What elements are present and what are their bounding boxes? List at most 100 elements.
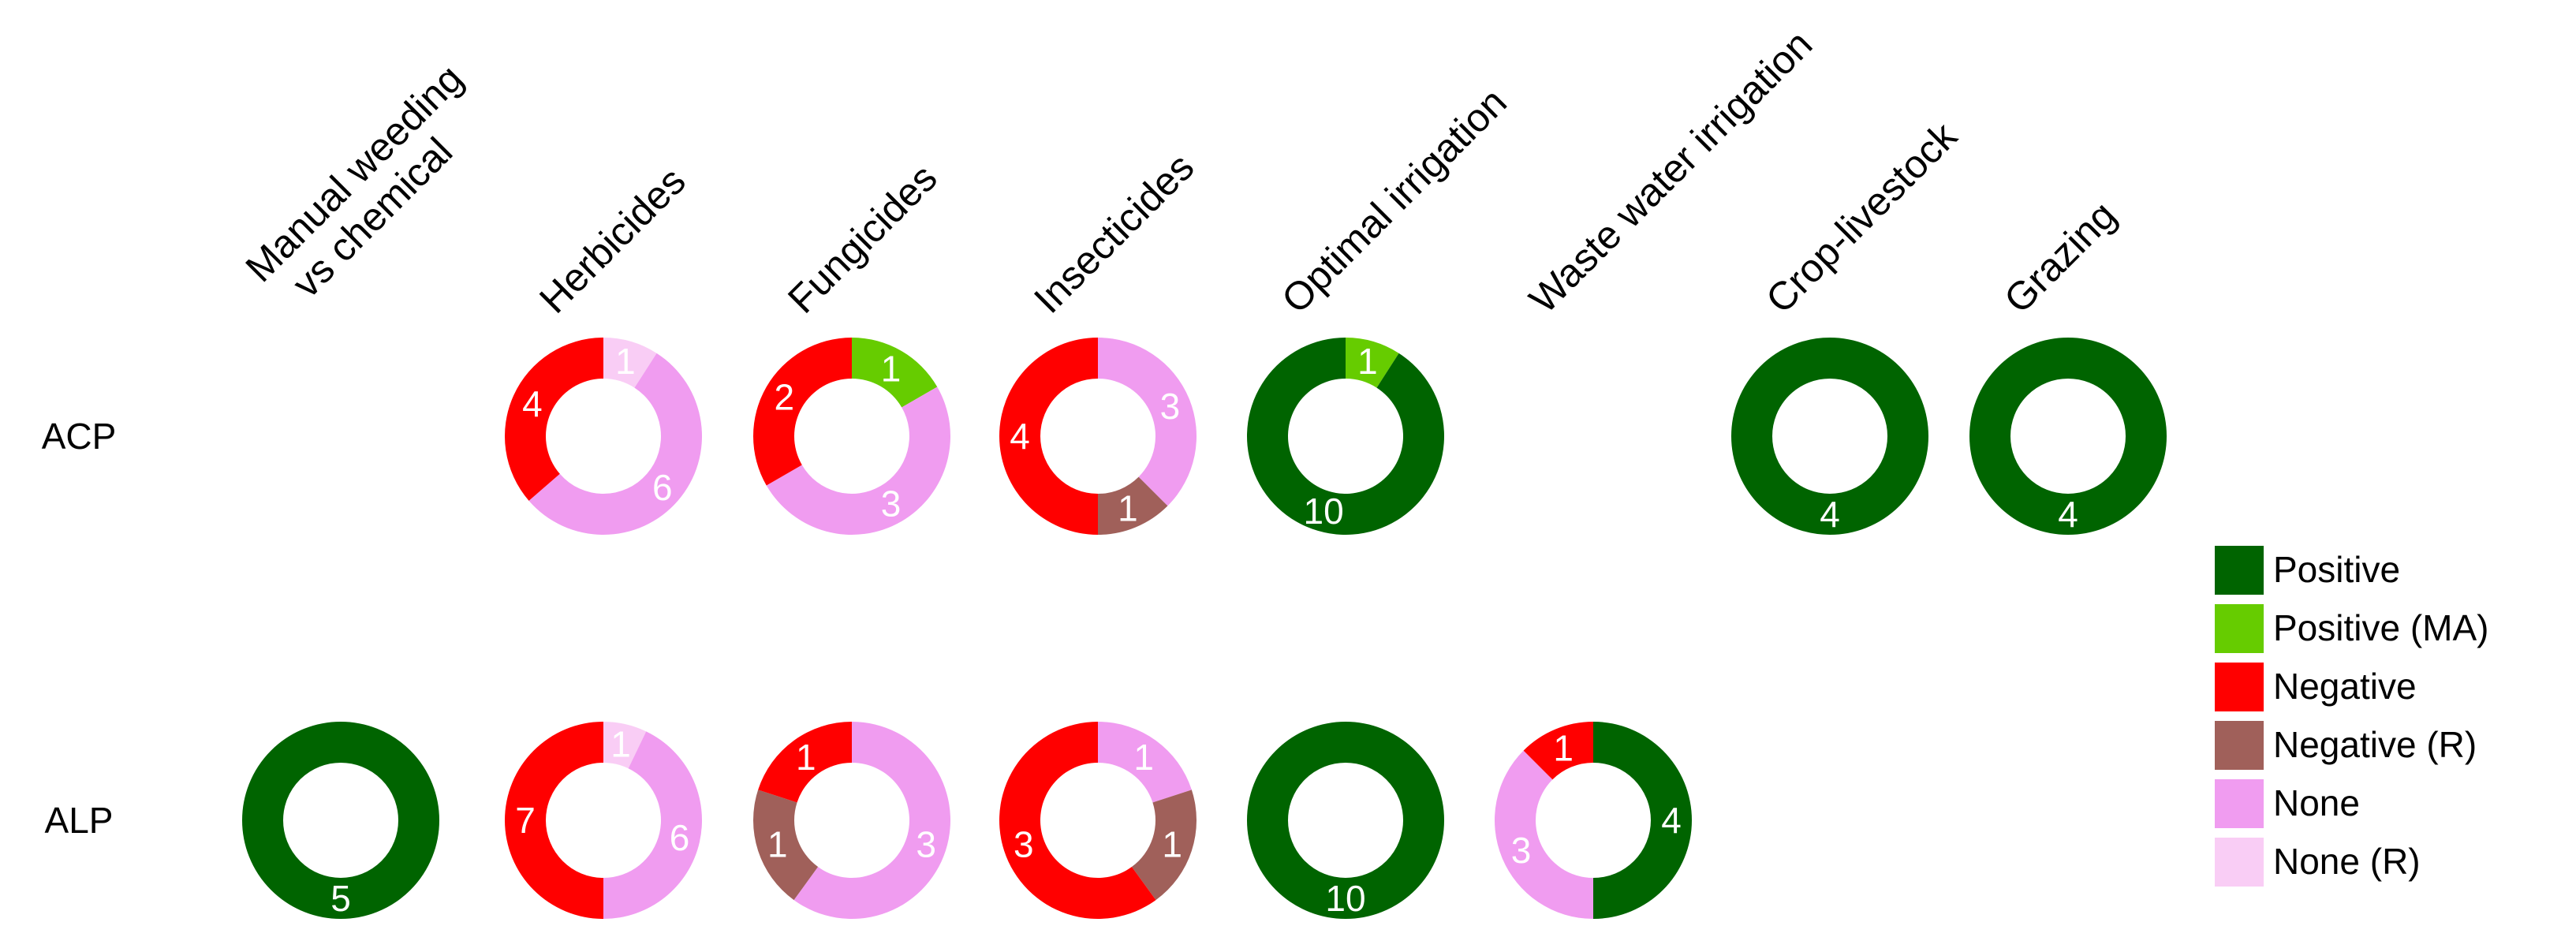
legend-swatch (2215, 838, 2264, 887)
donut-alp-waste-water-irrigation: 4 3 1 (1495, 722, 1692, 919)
column-label-line: Fungicides (779, 155, 946, 322)
donut-slice-none (603, 731, 703, 919)
donut-slice-negative (752, 338, 852, 486)
slice-count-label: 1 (1357, 341, 1378, 382)
donut-slice-none (766, 386, 950, 535)
slice-count-label: 10 (1325, 878, 1365, 919)
column-label-line: Crop-livestock (1757, 113, 1966, 321)
slice-count-label: 1 (796, 737, 816, 778)
slice-count-label: 4 (1010, 416, 1030, 457)
donut-slice-positive-ma (852, 338, 938, 408)
slice-count-label: 6 (670, 817, 690, 858)
legend: Positive Positive (MA) Negative Negative (R… (2215, 546, 2488, 887)
slice-count-label: 3 (1014, 824, 1034, 865)
slice-count-label: 3 (916, 824, 936, 865)
slice-count-label: 1 (881, 348, 902, 389)
donut-slice-none-r (603, 338, 657, 388)
donut-alp-fungicides: 3 1 1 (753, 722, 950, 919)
donut-acp-optimal-irrigation: 1 10 (1247, 338, 1444, 536)
slice-count-label: 1 (1553, 728, 1574, 769)
slice-count-label: 1 (767, 824, 788, 865)
column-label-grazing: Grazing (1995, 192, 2124, 321)
slice-count-label: 1 (1118, 487, 1138, 528)
slice-count-label: 3 (1160, 386, 1181, 427)
column-label-fungicides: Fungicides (779, 155, 946, 322)
donut-slice-positive (1593, 722, 1692, 919)
donut-slice-positive (1247, 722, 1444, 919)
donut-slice-none (1098, 722, 1192, 803)
donut-acp-crop-livestock: 4 (1731, 338, 1928, 535)
donut-slice-negative-r (1131, 790, 1197, 901)
donut-slice-none-r (603, 722, 647, 769)
donut-slice-positive-ma (1346, 338, 1399, 388)
donut-slice-negative (999, 338, 1098, 535)
donut-slice-negative-r (753, 790, 819, 901)
slice-count-label: 2 (774, 377, 794, 418)
slice-count-label: 1 (610, 723, 631, 764)
donut-slice-negative (505, 338, 603, 501)
donut-slice-negative (1523, 722, 1593, 780)
column-label-line: Insecticides (1025, 144, 1202, 321)
slice-count-label: 1 (1133, 737, 1154, 778)
row-label-acp: ACP (42, 416, 117, 457)
donut-slice-negative (999, 722, 1156, 919)
donut-slice-none (528, 353, 703, 535)
slice-count-label: 7 (515, 800, 536, 841)
donut-slice-negative-r (1098, 476, 1168, 535)
donut-slice-negative (505, 722, 603, 919)
column-label-crop-livestock: Crop-livestock (1757, 113, 1966, 321)
donut-alp-insecticides: 1 1 3 (999, 722, 1197, 919)
legend-item-negative-r: Negative (R) (2215, 721, 2477, 770)
row-label-alp: ALP (45, 800, 114, 841)
legend-swatch (2215, 546, 2264, 595)
legend-label: None (R) (2273, 841, 2421, 882)
legend-swatch (2215, 604, 2264, 653)
legend-item-positive: Positive (2215, 546, 2400, 595)
legend-item-none-r: None (R) (2215, 838, 2421, 887)
donut-alp-herbicides: 1 6 7 (505, 722, 703, 919)
legend-swatch (2215, 721, 2264, 770)
legend-item-positive-ma: Positive (MA) (2215, 604, 2488, 653)
legend-label: Positive (MA) (2273, 607, 2488, 648)
slice-count-label: 6 (652, 467, 673, 508)
slice-count-label: 4 (1661, 800, 1682, 841)
donut-slice-none (1098, 338, 1197, 506)
donut-slice-none (1495, 750, 1593, 919)
legend-label: Negative (R) (2273, 724, 2477, 765)
legend-item-none: None (2215, 779, 2360, 828)
column-label-line: Optimal irrigation (1273, 80, 1515, 322)
donut-alp-manual-weeding-vs-chemical: 5 (242, 722, 439, 919)
donut-slice-positive (242, 722, 439, 919)
slice-count-label: 4 (2058, 494, 2078, 535)
column-label-insecticides: Insecticides (1025, 144, 1202, 321)
donut-slice-positive (1969, 338, 2167, 535)
donut-slice-positive (1731, 338, 1928, 535)
legend-swatch (2215, 663, 2264, 711)
slice-count-label: 4 (522, 383, 543, 424)
legend-label: Positive (2273, 549, 2400, 590)
slice-count-label: 3 (881, 483, 902, 525)
donut-acp-fungicides: 1 3 2 (752, 338, 950, 535)
slice-count-label: 1 (615, 341, 636, 382)
donut-slice-none (793, 722, 950, 919)
legend-item-negative: Negative (2215, 663, 2417, 711)
column-label-line: Grazing (1995, 192, 2124, 321)
slice-count-label: 3 (1511, 830, 1532, 871)
donut-alp-optimal-irrigation: 10 (1247, 722, 1444, 919)
donut-slice-positive (1247, 338, 1444, 536)
column-label-herbicides: Herbicides (531, 159, 694, 322)
slice-count-label: 1 (1162, 824, 1182, 865)
column-label-line: Herbicides (531, 159, 694, 322)
donut-acp-grazing: 4 (1969, 338, 2167, 535)
slice-count-label: 5 (330, 878, 351, 919)
donut-slice-negative (758, 722, 852, 803)
column-labels: Manual weedingvs chemical Herbicides Fungi… (237, 22, 2125, 322)
slice-count-label: 4 (1820, 494, 1840, 535)
legend-swatch (2215, 779, 2264, 828)
column-label-optimal-irrigation: Optimal irrigation (1273, 80, 1515, 322)
donuts: 1 6 4 1 3 2 3 1 4 1 10 4 4 5 1 6 7 3 1 1 1 1 3 10 4 3 1 (242, 338, 2167, 919)
donut-acp-insecticides: 3 1 4 (999, 338, 1197, 535)
slice-count-label: 10 (1304, 491, 1344, 532)
donut-acp-herbicides: 1 6 4 (505, 338, 703, 535)
